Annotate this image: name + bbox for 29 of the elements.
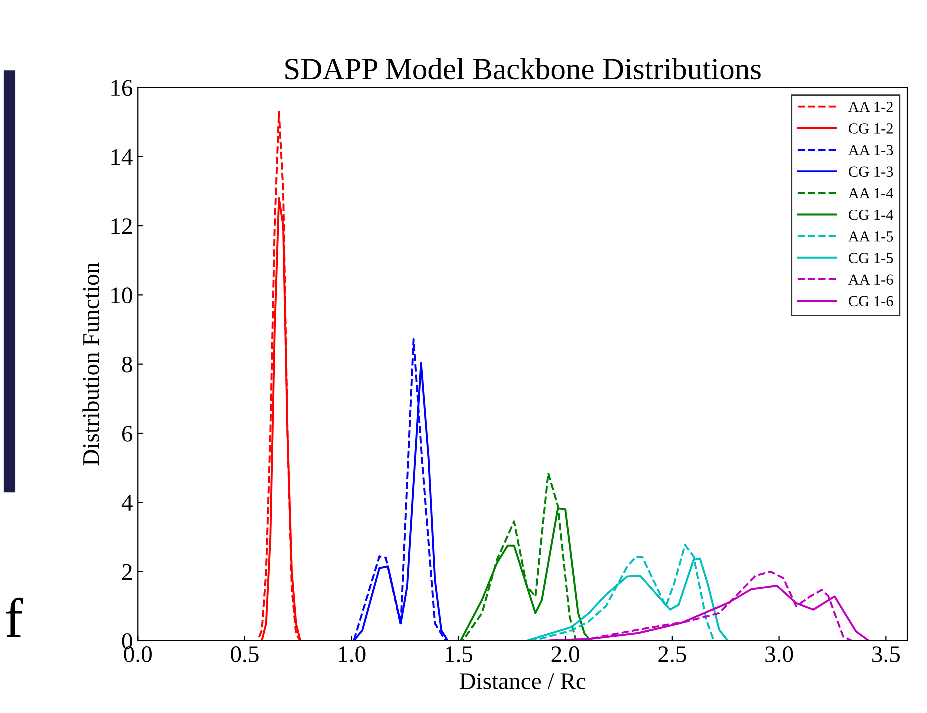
y-tick-label: 8 bbox=[122, 356, 132, 373]
x-tick-label: 1.0 bbox=[339, 646, 366, 663]
legend-label: AA 1-4 bbox=[848, 188, 894, 198]
x-axis-title: Distance / Rc bbox=[460, 674, 586, 690]
y-axis-title: Distribution Function bbox=[82, 262, 100, 466]
x-tick-label: 3.5 bbox=[872, 646, 900, 663]
y-tick-label: 2 bbox=[122, 564, 132, 580]
chart-title: SDAPP Model Backbone Distributions bbox=[286, 58, 761, 80]
legend-label: AA 1-6 bbox=[848, 274, 894, 285]
x-tick-label: 2.0 bbox=[552, 646, 580, 663]
y-tick-label: 12 bbox=[112, 218, 132, 234]
x-tick-label: 1.5 bbox=[446, 646, 473, 663]
legend-label: AA 1-5 bbox=[848, 232, 894, 242]
legend-label: AA 1-2 bbox=[848, 102, 893, 112]
y-tick-label: 10 bbox=[112, 288, 132, 304]
y-tick-label: 16 bbox=[112, 80, 133, 96]
legend-label: CG 1-2 bbox=[849, 124, 893, 134]
legend-label: AA 1-3 bbox=[848, 145, 894, 156]
x-tick-label: 3.0 bbox=[766, 646, 794, 663]
legend-label: CG 1-3 bbox=[849, 166, 894, 178]
text: f bbox=[6, 598, 24, 637]
x-tick-label: 0.5 bbox=[231, 646, 259, 663]
y-tick-label: 14 bbox=[112, 149, 133, 166]
y-tick-label: 4 bbox=[122, 495, 133, 511]
y-tick-label: 6 bbox=[122, 426, 133, 442]
legend-label: CG 1-6 bbox=[849, 296, 894, 307]
x-tick-label: 2.5 bbox=[658, 646, 686, 663]
legend-label: CG 1-4 bbox=[849, 210, 894, 220]
legend-label: CG 1-5 bbox=[849, 253, 894, 264]
